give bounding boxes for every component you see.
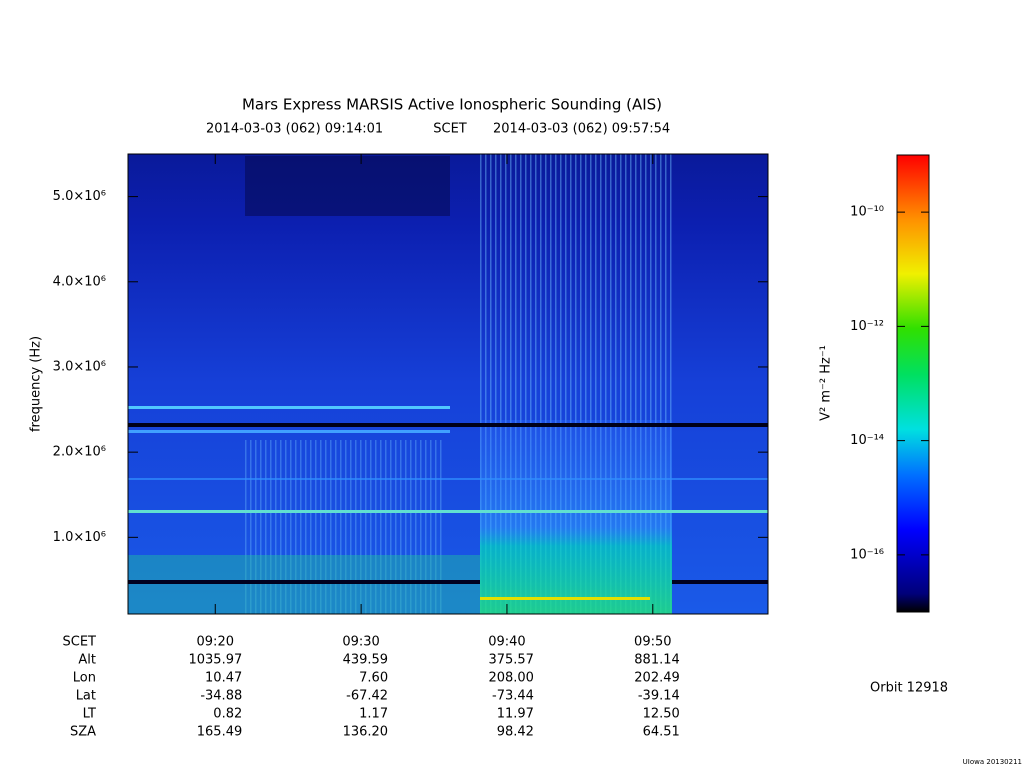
colorbar-tick-label: 10⁻¹² — [850, 319, 884, 334]
ephemeris-label: Lat — [76, 689, 96, 704]
ephemeris-value: 881.14 — [634, 653, 680, 668]
y-tick-label: 3.0×10⁶ — [53, 359, 106, 374]
time-label: SCET — [433, 122, 467, 137]
ephemeris-value: 1035.97 — [188, 653, 242, 668]
ephemeris-value: -34.88 — [200, 689, 242, 704]
ephemeris-label: SCET — [63, 635, 97, 650]
ephemeris-value: 1.17 — [359, 707, 388, 722]
ephemeris-value: 7.60 — [359, 671, 388, 686]
plot-frame — [127, 153, 769, 615]
end-time: 2014-03-03 (062) 09:57:54 — [493, 122, 670, 137]
x-tick-label: 09:20 — [197, 635, 234, 650]
y-tick-label: 1.0×10⁶ — [53, 530, 106, 545]
y-tick-label: 4.0×10⁶ — [53, 274, 106, 289]
ephemeris-label: Alt — [78, 653, 96, 668]
ephemeris-value: 165.49 — [197, 725, 243, 740]
colorbar-label: V² m⁻² Hz⁻¹ — [819, 345, 834, 421]
ephemeris-label: LT — [83, 707, 96, 722]
ephemeris-label: SZA — [70, 725, 96, 740]
orbit: Orbit 12918 — [870, 681, 948, 696]
ephemeris-value: 12.50 — [643, 707, 680, 722]
colorbar-tick-label: 10⁻¹⁶ — [850, 547, 884, 562]
colorbar-tick-label: 10⁻¹⁴ — [850, 433, 884, 448]
ephemeris-value: 11.97 — [497, 707, 534, 722]
ephemeris-value: 10.47 — [205, 671, 242, 686]
x-tick-label: 09:40 — [488, 635, 525, 650]
x-tick-label: 09:50 — [634, 635, 671, 650]
y-tick-label: 5.0×10⁶ — [53, 189, 106, 204]
ephemeris-value: 136.20 — [343, 725, 389, 740]
ephemeris-value: 64.51 — [643, 725, 680, 740]
ephemeris-value: 375.57 — [488, 653, 534, 668]
ephemeris-value: -39.14 — [638, 689, 680, 704]
x-tick-label: 09:30 — [342, 635, 379, 650]
ephemeris-label: Lon — [73, 671, 96, 686]
chart-title: Mars Express MARSIS Active Ionospheric S… — [242, 96, 662, 114]
ephemeris-value: -67.42 — [346, 689, 388, 704]
ephemeris-value: 98.42 — [497, 725, 534, 740]
spectrogram — [128, 154, 768, 614]
start-time: 2014-03-03 (062) 09:14:01 — [206, 122, 383, 137]
colorbar-tick-label: 10⁻¹⁰ — [850, 205, 884, 220]
ephemeris-value: -73.44 — [492, 689, 534, 704]
y-axis-label: frequency (Hz) — [29, 336, 44, 432]
y-tick-label: 2.0×10⁶ — [53, 445, 106, 460]
ephemeris-value: 439.59 — [343, 653, 389, 668]
ephemeris-value: 0.82 — [213, 707, 242, 722]
ephemeris-value: 202.49 — [634, 671, 680, 686]
colorbar — [896, 154, 930, 613]
footer: UIowa 20130211 — [963, 758, 1022, 766]
ephemeris-value: 208.00 — [488, 671, 534, 686]
